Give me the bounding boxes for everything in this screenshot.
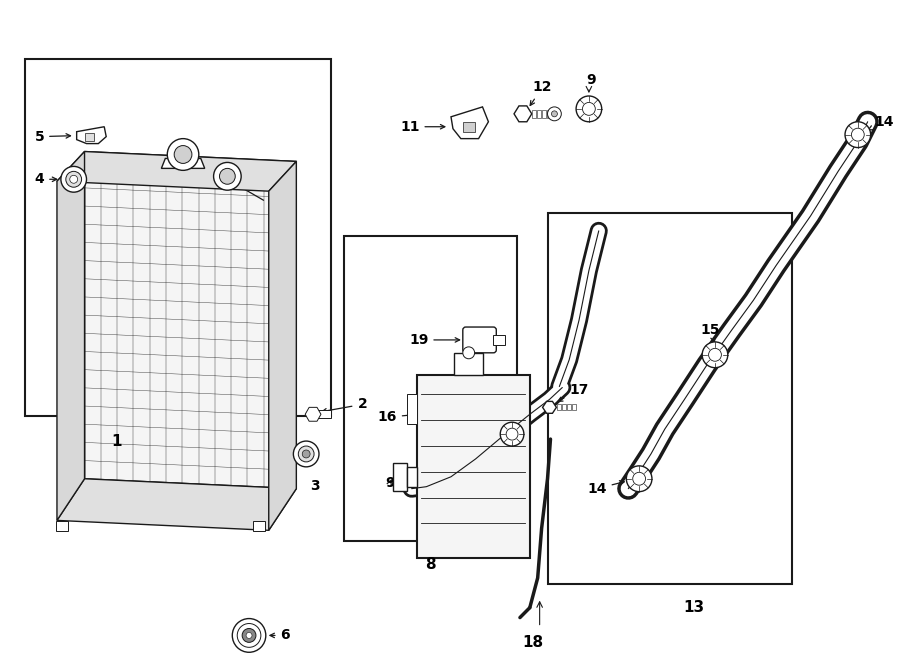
- Text: 4: 4: [34, 172, 57, 186]
- Circle shape: [845, 122, 870, 148]
- Circle shape: [242, 628, 256, 642]
- Circle shape: [293, 441, 319, 467]
- Text: 19: 19: [409, 333, 460, 347]
- Bar: [542, 110, 545, 118]
- Polygon shape: [57, 152, 85, 520]
- Polygon shape: [514, 106, 532, 122]
- FancyBboxPatch shape: [463, 327, 496, 353]
- Bar: [557, 404, 562, 410]
- Text: 1: 1: [112, 434, 122, 449]
- Bar: [344, 236, 517, 541]
- Polygon shape: [85, 152, 296, 489]
- Bar: [463, 122, 474, 132]
- Bar: [546, 110, 551, 118]
- Circle shape: [66, 171, 82, 187]
- Polygon shape: [161, 158, 204, 168]
- Text: 9: 9: [586, 73, 596, 87]
- Bar: [56, 522, 68, 532]
- Bar: [253, 522, 265, 532]
- Text: 12: 12: [530, 80, 553, 105]
- Circle shape: [626, 466, 652, 492]
- Polygon shape: [57, 479, 296, 530]
- Text: 11: 11: [400, 120, 445, 134]
- Text: 16: 16: [377, 410, 414, 424]
- Bar: [552, 110, 555, 118]
- Circle shape: [232, 618, 266, 652]
- Polygon shape: [543, 401, 556, 413]
- Bar: [25, 58, 331, 416]
- Text: 13: 13: [684, 600, 705, 614]
- Text: 10: 10: [474, 417, 500, 431]
- Circle shape: [552, 111, 557, 117]
- Bar: [393, 463, 407, 491]
- Text: 14: 14: [587, 481, 625, 496]
- Text: 3: 3: [310, 479, 320, 493]
- Bar: [532, 110, 536, 118]
- Text: 8: 8: [425, 557, 436, 572]
- Bar: [493, 335, 505, 345]
- Circle shape: [167, 138, 199, 170]
- Polygon shape: [451, 107, 489, 138]
- Text: 18: 18: [522, 636, 544, 651]
- Bar: [407, 467, 417, 487]
- Polygon shape: [305, 407, 321, 421]
- Bar: [454, 353, 483, 375]
- Polygon shape: [269, 162, 296, 530]
- Circle shape: [61, 166, 86, 192]
- Circle shape: [576, 96, 602, 122]
- Bar: [85, 132, 94, 140]
- Text: 9: 9: [385, 476, 395, 490]
- Text: 6: 6: [270, 628, 290, 642]
- Bar: [417, 375, 530, 558]
- Circle shape: [175, 146, 192, 164]
- Circle shape: [70, 175, 77, 183]
- Circle shape: [298, 446, 314, 462]
- Bar: [313, 410, 331, 418]
- Circle shape: [547, 107, 562, 120]
- Bar: [548, 213, 792, 584]
- Text: 7: 7: [192, 159, 278, 213]
- Circle shape: [220, 168, 235, 184]
- Bar: [567, 404, 572, 410]
- Circle shape: [238, 624, 261, 647]
- Circle shape: [246, 632, 252, 638]
- Polygon shape: [76, 126, 106, 144]
- Circle shape: [702, 342, 728, 367]
- Circle shape: [213, 162, 241, 190]
- Text: 2: 2: [322, 397, 367, 413]
- Circle shape: [302, 450, 310, 458]
- Circle shape: [500, 422, 524, 446]
- Bar: [572, 404, 576, 410]
- Bar: [562, 404, 566, 410]
- Bar: [407, 395, 417, 424]
- Circle shape: [463, 347, 474, 359]
- Bar: [536, 110, 541, 118]
- Polygon shape: [57, 152, 296, 191]
- Text: 5: 5: [34, 130, 70, 144]
- Text: 17: 17: [558, 383, 589, 401]
- Text: 14: 14: [868, 115, 894, 130]
- Text: 15: 15: [700, 323, 720, 342]
